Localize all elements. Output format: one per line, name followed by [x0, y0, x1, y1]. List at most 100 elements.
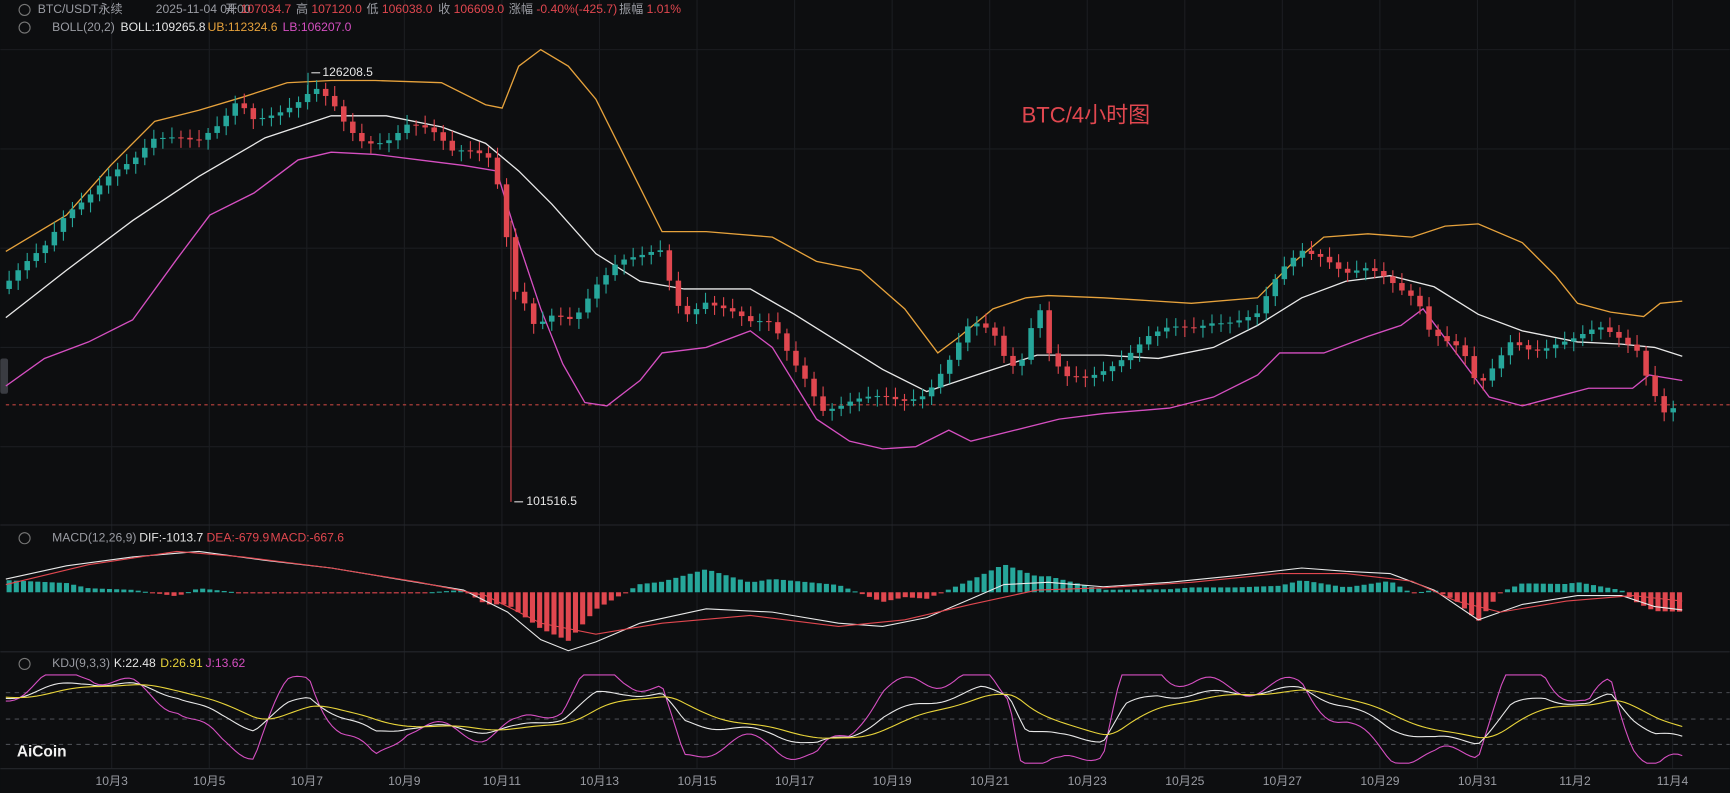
plot — [5, 48, 1683, 764]
candle-body — [567, 316, 573, 319]
macd-bar — [1347, 586, 1353, 593]
macd-bar — [257, 592, 263, 594]
field-value: 1.01% — [647, 2, 682, 16]
candle-body — [1091, 374, 1098, 378]
macd-bar — [551, 592, 557, 635]
candle-body — [142, 147, 148, 158]
boll-mid: BOLL:109265.8 — [121, 20, 206, 34]
symbol: BTC/USDT永续 — [38, 2, 123, 16]
candle-body — [1471, 356, 1478, 379]
candle-body — [1254, 313, 1260, 318]
grid — [0, 0, 1730, 769]
macd-bar — [795, 581, 801, 593]
macd-bar — [1117, 589, 1123, 593]
macd-bar — [185, 592, 191, 594]
x-tick-label: 10月29 — [1360, 774, 1399, 788]
macd-bar — [1139, 589, 1145, 593]
boll-upper — [5, 48, 1683, 354]
macd-bar — [1067, 581, 1073, 593]
macd-bar — [1375, 582, 1381, 593]
kdj-k: K:22.48 — [114, 656, 156, 670]
macd-bar — [1010, 567, 1016, 593]
candle-body — [1480, 378, 1487, 381]
macd-bar — [236, 592, 242, 594]
candle-body — [1209, 323, 1215, 326]
x-tick-label: 10月11 — [483, 774, 521, 788]
macd-bar — [128, 589, 134, 593]
candle-body — [485, 153, 492, 158]
macd-bar — [336, 592, 342, 594]
candle-body — [1308, 250, 1315, 254]
macd-bar — [78, 586, 84, 593]
macd-bar — [1483, 592, 1489, 612]
macd-bar — [1641, 592, 1647, 606]
macd-bar — [788, 580, 794, 593]
macd-bar — [228, 591, 234, 593]
candle-body — [1245, 317, 1251, 321]
macd-bar — [322, 592, 328, 594]
candle-body — [458, 150, 465, 152]
candle-body — [114, 169, 121, 177]
macd-bar — [615, 592, 622, 597]
boll-lb: LB:106207.0 — [283, 20, 352, 34]
macd-bar — [845, 588, 851, 593]
candle-body — [983, 323, 989, 328]
candle-body — [413, 124, 419, 126]
high-label: 126208.5 — [322, 65, 373, 79]
macd-bar — [1024, 572, 1030, 593]
macd-bar — [723, 575, 729, 593]
candle-body — [684, 305, 691, 315]
candle-body — [1435, 329, 1441, 337]
candle-body — [1118, 360, 1125, 367]
candle-body — [196, 139, 202, 141]
macd-bar — [529, 592, 536, 623]
x-tick-label: 10月17 — [775, 774, 814, 788]
candle-body — [1489, 368, 1496, 381]
macd-bar — [745, 581, 751, 593]
macd-bar — [393, 592, 399, 594]
macd-bar — [207, 589, 213, 593]
macd-bar — [1175, 588, 1181, 593]
collapse-icon[interactable] — [18, 532, 31, 545]
side-tab[interactable] — [0, 358, 9, 394]
candle-body — [874, 395, 881, 398]
macd-bar — [881, 592, 887, 602]
indicator-name: KDJ(9,3,3) — [52, 656, 110, 670]
candle-body — [1136, 344, 1143, 353]
candle-body — [33, 253, 40, 262]
macd-bar — [752, 581, 758, 593]
macd-bar — [1110, 589, 1116, 593]
macd-bar — [479, 592, 485, 603]
macd-bar — [874, 592, 880, 600]
candle-body — [322, 88, 329, 96]
indicator-name: MACD(12,26,9) — [52, 530, 136, 544]
macd-bar — [121, 589, 127, 593]
macd-bar — [515, 592, 521, 613]
macd-bar — [49, 582, 55, 593]
macd-bar — [1361, 584, 1367, 593]
field-label: 高 — [296, 1, 308, 16]
candle-body — [992, 327, 998, 336]
candle-body — [123, 164, 130, 170]
macd-bar — [995, 566, 1001, 593]
macd-bar — [580, 592, 586, 625]
candle-body — [1362, 268, 1369, 271]
macd-bar — [1411, 592, 1417, 594]
candle-body — [928, 387, 935, 397]
macd-bar — [623, 592, 629, 594]
candle-body — [919, 396, 926, 400]
collapse-icon[interactable] — [18, 657, 31, 671]
candle-body — [829, 408, 835, 411]
macd-bar — [1311, 582, 1317, 593]
macd-bar — [1282, 584, 1288, 593]
candle-body — [675, 280, 682, 306]
collapse-icon[interactable] — [18, 21, 31, 34]
candle-body — [793, 350, 799, 366]
macd-bar — [1404, 590, 1410, 593]
candle-body — [1001, 335, 1007, 356]
macd-bar — [1225, 587, 1231, 593]
macd-bar — [1017, 570, 1023, 593]
collapse-icon[interactable] — [18, 3, 31, 16]
macd-bar — [1547, 583, 1554, 593]
